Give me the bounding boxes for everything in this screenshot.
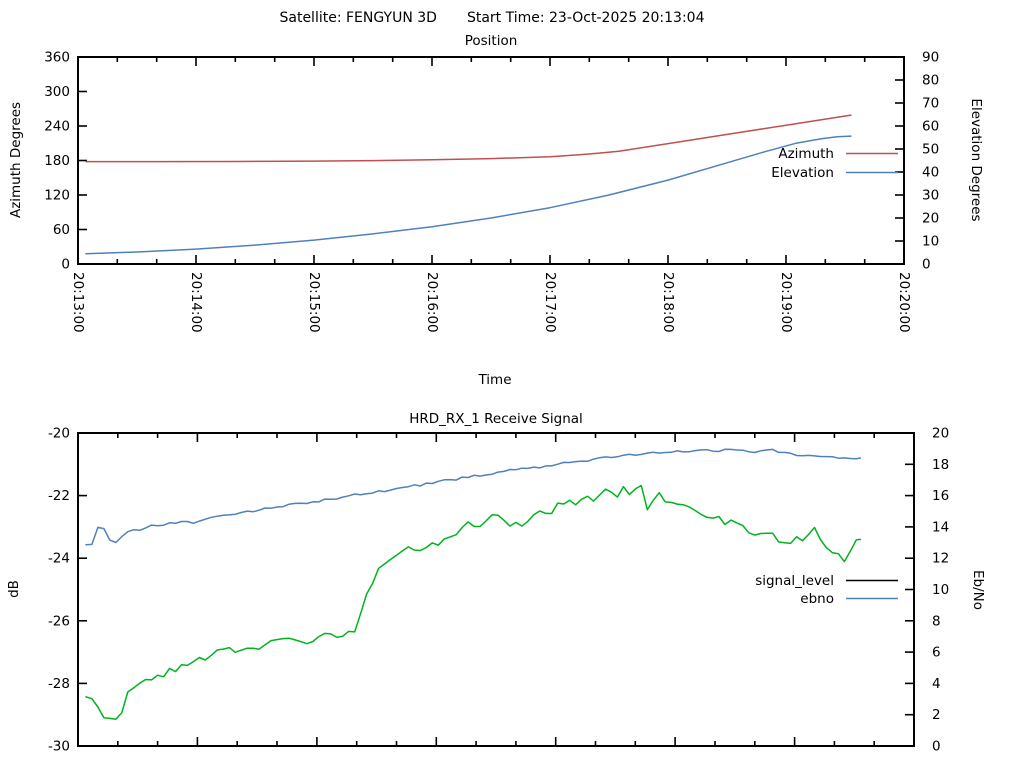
x-tick-label: 20:14:00 bbox=[188, 272, 204, 333]
left-tick-label: 180 bbox=[44, 153, 70, 169]
right-tick-label: 20 bbox=[932, 426, 949, 442]
right-tick-label: 14 bbox=[932, 519, 949, 535]
x-tick-label: 20:15:00 bbox=[306, 272, 322, 333]
right-tick-label: 30 bbox=[922, 188, 939, 204]
time-axis-label: Time bbox=[478, 372, 512, 388]
x-tick-label: 20:17:00 bbox=[542, 272, 558, 333]
start-time-label: Start Time: 23-Oct-2025 20:13:04 bbox=[466, 10, 705, 26]
position-plot-area: 20:13:00 20:14:00 20:15:00 20:16:00 20:17:00… bbox=[44, 50, 939, 333]
left-tick-label: -30 bbox=[48, 739, 70, 755]
left-tick-label: 240 bbox=[44, 119, 70, 135]
right-tick-label: 12 bbox=[932, 551, 949, 567]
legend-label-signal_level: signal_level bbox=[755, 573, 834, 589]
figure-title: Satellite: FENGYUN 3D Start Time: 23-Oct… bbox=[279, 10, 704, 26]
right-tick-label: 70 bbox=[922, 96, 939, 112]
right-tick-label: 4 bbox=[932, 676, 941, 692]
right-tick-label: 20 bbox=[922, 211, 939, 227]
legend-label-Azimuth: Azimuth bbox=[778, 146, 834, 162]
right-tick-label: 80 bbox=[922, 73, 939, 89]
right-tick-label: 18 bbox=[932, 457, 949, 473]
left-tick-label: -20 bbox=[48, 426, 70, 442]
right-tick-label: 8 bbox=[932, 613, 941, 629]
left-tick-label: -28 bbox=[48, 676, 70, 692]
left-tick-label: 300 bbox=[44, 84, 70, 100]
right-tick-label: 50 bbox=[922, 142, 939, 158]
x-tick-label: 20:20:00 bbox=[896, 272, 912, 333]
receive-signal-plot-area: -30 -28 -26 -24 -22 -20 0 2 4 6 8 10 12 14 16 18 20 signa… bbox=[48, 426, 949, 755]
left-tick-label: 60 bbox=[53, 222, 70, 238]
series-Elevation-line bbox=[85, 135, 852, 255]
left-tick-label: -22 bbox=[48, 488, 70, 504]
right-tick-label: 16 bbox=[932, 488, 949, 504]
right-tick-label: 0 bbox=[932, 739, 941, 755]
satellite-label: Satellite: FENGYUN 3D bbox=[279, 10, 437, 26]
plot-frame bbox=[77, 432, 915, 747]
right-tick-label: 6 bbox=[932, 645, 941, 661]
series-Azimuth-line bbox=[85, 114, 852, 163]
series-ebno-line bbox=[85, 448, 862, 546]
x-tick-label: 20:13:00 bbox=[70, 272, 86, 333]
right-tick-label: 60 bbox=[922, 119, 939, 135]
left-tick-label: -24 bbox=[48, 551, 70, 567]
right-tick-label: 0 bbox=[922, 257, 931, 273]
x-tick-label: 20:18:00 bbox=[660, 272, 676, 333]
right-tick-label: 10 bbox=[932, 582, 949, 598]
left-tick-label: 0 bbox=[61, 257, 70, 273]
right-tick-label: 90 bbox=[922, 50, 939, 66]
left-tick-label: 360 bbox=[44, 50, 70, 66]
x-tick-label: 20:16:00 bbox=[424, 272, 440, 333]
series-signal_level-line bbox=[85, 484, 862, 721]
receive-signal-chart-title: HRD_RX_1 Receive Signal bbox=[409, 411, 583, 427]
right-tick-label: 40 bbox=[922, 165, 939, 181]
right-tick-label: 10 bbox=[922, 234, 939, 250]
x-tick-label: 20:19:00 bbox=[778, 272, 794, 333]
legend-label-Elevation: Elevation bbox=[771, 165, 834, 181]
legend-label-ebno: ebno bbox=[800, 591, 834, 607]
left-tick-label: 120 bbox=[44, 188, 70, 204]
left-tick-label: -26 bbox=[48, 613, 70, 629]
right-tick-label: 2 bbox=[932, 707, 941, 723]
position-chart-title: Position bbox=[464, 33, 518, 49]
